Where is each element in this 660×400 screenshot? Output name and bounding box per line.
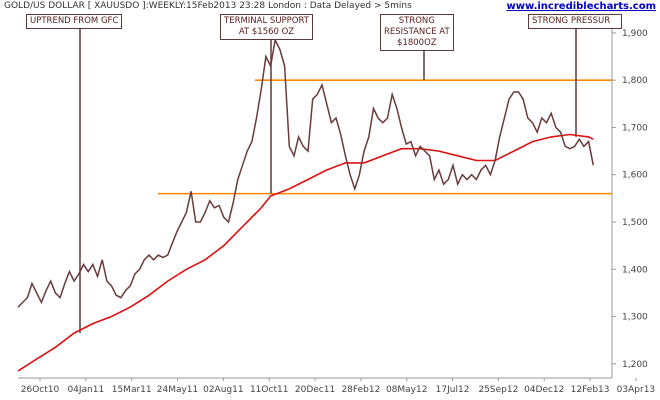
x-tick-label: 15Mar11	[112, 385, 152, 395]
x-tick-label: 17Jul12	[436, 385, 470, 395]
x-tick-label: 11Oct11	[250, 385, 288, 395]
y-tick-label: 1,900	[622, 29, 648, 39]
y-tick-label: 1,200	[622, 360, 648, 370]
chart-header: GOLD/US DOLLAR [ XAUUSDO ]:WEEKLY:15Feb2…	[4, 1, 412, 11]
x-tick-label: 04Jan11	[67, 385, 104, 395]
annotation-terminal-support: TERMINAL SUPPORT AT $1560 OZ	[220, 14, 313, 40]
x-tick-label: 26Oct10	[21, 385, 60, 395]
annotation-uptrend: UPTREND FROM GFC	[26, 14, 123, 29]
annotation-line: AT $1560 OZ	[238, 27, 295, 37]
x-tick-label: 12Feb13	[571, 385, 610, 395]
x-tick-label: 25Sep12	[478, 385, 518, 395]
y-tick-label: 1,700	[622, 123, 648, 133]
x-tick-label: 02Aug11	[203, 385, 243, 395]
annotation-line: STRONG PRESSUR	[532, 16, 611, 26]
moving-average-line	[17, 133, 594, 372]
annotation-line: STRONG	[398, 16, 435, 26]
x-tick-label: 03Apr13	[617, 385, 655, 395]
annotation-line: $1800OZ	[397, 38, 437, 48]
y-axis-ticks: 1,200 1,300 1,400 1,500 1,600 1,700 1,800 1,900	[612, 29, 648, 370]
site-link[interactable]: www.incrediblecharts.com	[506, 1, 657, 12]
y-tick-label: 1,500	[622, 218, 648, 228]
y-tick-label: 1,600	[622, 171, 648, 181]
x-tick-label: 28Feb12	[341, 385, 380, 395]
x-tick-label: 20Dec11	[295, 385, 335, 395]
annotation-strong-resistance: STRONG RESISTANCE AT $1800OZ	[380, 14, 454, 51]
x-tick-label: 08May12	[386, 385, 428, 395]
y-tick-label: 1,300	[622, 313, 648, 323]
price-line	[17, 37, 595, 308]
x-tick-label: 24May11	[157, 385, 199, 395]
annotation-line: TERMINAL SUPPORT	[224, 16, 309, 26]
annotation-line: RESISTANCE AT	[384, 27, 450, 37]
annotation-strong-pressure: STRONG PRESSUR	[528, 14, 622, 29]
chart-axes	[18, 14, 613, 379]
horizontal-levels	[158, 79, 612, 195]
x-tick-label: 04Dec12	[524, 385, 564, 395]
annotation-lines	[79, 29, 577, 334]
series-lines	[17, 37, 595, 372]
x-axis-ticks: 26Oct10 04Jan11 15Mar11 24May11 02Aug11 11Oct…	[21, 378, 655, 395]
y-tick-label: 1,400	[622, 265, 648, 275]
annotation-line: UPTREND FROM GFC	[30, 16, 119, 26]
y-tick-label: 1,800	[622, 76, 648, 86]
